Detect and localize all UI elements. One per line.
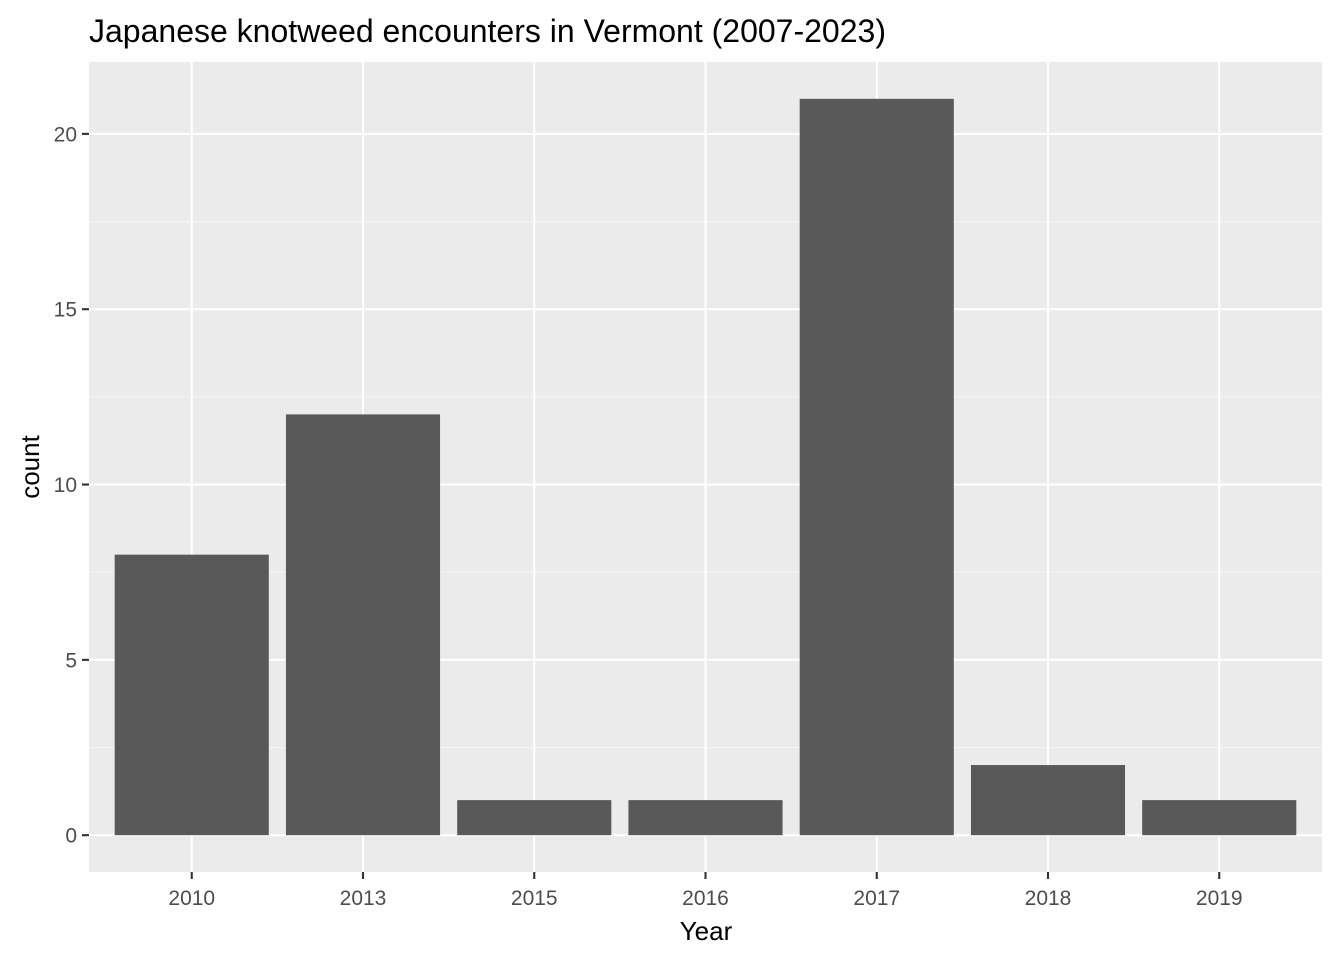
y-tick-label: 0: [65, 825, 77, 848]
x-axis-title: Year: [680, 916, 733, 946]
x-tick-label: 2019: [1196, 887, 1243, 910]
y-tick-label: 10: [54, 474, 77, 497]
y-tick-label: 20: [54, 123, 77, 146]
bar-2013: [285, 414, 441, 836]
x-tick-label: 2013: [340, 887, 387, 910]
y-axis: 0 5 10 15 20: [54, 123, 89, 848]
bar-2010: [114, 554, 269, 836]
y-tick-label: 5: [65, 649, 77, 672]
x-tick-label: 2010: [168, 887, 215, 910]
y-tick-label: 15: [54, 299, 77, 322]
bar-2018: [970, 765, 1126, 836]
x-tick-label: 2018: [1025, 887, 1072, 910]
x-tick-label: 2017: [853, 887, 900, 910]
x-axis: 2010 2013 2015 2016 2017 2018 2019: [168, 872, 1243, 910]
x-tick-label: 2016: [682, 887, 729, 910]
bar-2019: [1142, 800, 1297, 836]
bar-2015: [457, 800, 612, 836]
x-tick-label: 2015: [511, 887, 558, 910]
chart-title: Japanese knotweed encounters in Vermont …: [89, 13, 886, 49]
bar-2016: [628, 800, 783, 836]
bar-2017: [799, 98, 954, 836]
y-axis-title: count: [15, 434, 45, 498]
bars: [114, 98, 1297, 836]
